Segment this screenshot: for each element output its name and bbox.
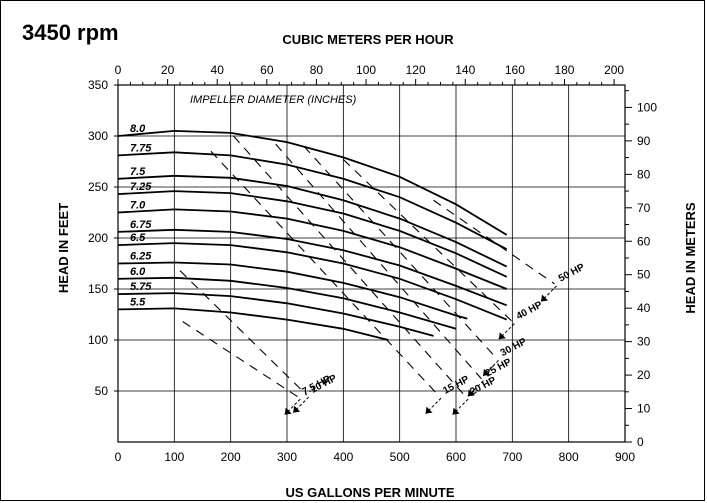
y2-tick-label: 70 [637, 201, 651, 215]
x2-tick-label: 160 [505, 63, 525, 77]
x-tick-label: 100 [164, 450, 184, 464]
curve-label: 5.5 [130, 296, 146, 308]
hp-line [433, 199, 555, 285]
impeller-curve [117, 151, 508, 250]
y2-tick-label: 100 [637, 100, 657, 114]
curve-label: 7.5 [130, 166, 146, 178]
impeller-curve [117, 292, 434, 337]
hp-label: 30 HP [499, 336, 529, 359]
y-tick-label: 200 [88, 231, 108, 245]
y2-tick-label: 0 [637, 435, 644, 449]
curve-label: 6.75 [130, 219, 152, 231]
y-tick-label: 250 [88, 180, 108, 194]
hp-arrow-line [452, 398, 469, 416]
x-tick-label: 600 [446, 450, 466, 464]
curve-label: 6.25 [130, 251, 152, 263]
x2-tick-label: 40 [211, 63, 225, 77]
bottom-axis-label: US GALLONS PER MINUTE [285, 485, 454, 500]
y-tick-label: 100 [88, 333, 108, 347]
x2-tick-label: 20 [161, 63, 175, 77]
hp-arrow-head [467, 389, 475, 397]
x2-tick-label: 180 [554, 63, 574, 77]
hp-arrow-line [482, 360, 499, 377]
chart-title: 3450 rpm [22, 20, 119, 45]
hp-arrow-head [483, 368, 491, 376]
curve-label: 6.5 [130, 232, 146, 244]
y2-tick-label: 90 [637, 134, 651, 148]
hp-arrow-line [498, 323, 515, 340]
hp-label: 25 HP [484, 356, 514, 379]
hp-arrow-head [498, 332, 506, 340]
x2-tick-label: 60 [260, 63, 274, 77]
x-tick-label: 0 [115, 450, 122, 464]
curve-label: 7.75 [130, 142, 152, 154]
x-tick-label: 500 [390, 450, 410, 464]
y-tick-label: 300 [88, 129, 108, 143]
hp-line [342, 159, 513, 323]
hp-line [179, 270, 308, 396]
x2-tick-label: 100 [356, 63, 376, 77]
y-tick-label: 150 [88, 282, 108, 296]
hp-arrow-line [540, 285, 557, 302]
impeller-curve [117, 228, 508, 307]
y-tick-label: 350 [88, 78, 108, 92]
impeller-diameter-note: IMPELLER DIAMETER (INCHES) [190, 94, 357, 106]
hp-arrow-line [425, 397, 442, 415]
impeller-curves: 8.0 7.75 7.5 7.25 7.0 6.756.5 6.25 6.0 5.75 5.5 [117, 123, 508, 341]
axes: 0 100 200 300 400 500 600 700 800 900501001502002… [88, 63, 657, 464]
y2-tick-label: 50 [637, 268, 651, 282]
x-tick-label: 300 [277, 450, 297, 464]
x2-tick-label: 140 [455, 63, 475, 77]
hp-arrow-head [425, 406, 433, 414]
hp-label: 50 HP [557, 262, 587, 285]
x-tick-label: 900 [615, 450, 635, 464]
y2-tick-label: 40 [637, 301, 651, 315]
x2-tick-label: 80 [310, 63, 324, 77]
curve-label: 7.0 [130, 200, 146, 212]
impeller-curve [117, 190, 508, 278]
curve-label: 6.0 [130, 266, 146, 278]
hp-arrow-line [292, 396, 310, 413]
impeller-curve [117, 307, 389, 341]
curve-label: 5.75 [130, 281, 152, 293]
hp-line [275, 143, 482, 380]
x-tick-label: 200 [221, 450, 241, 464]
hp-line [233, 135, 467, 398]
curve-label: 8.0 [130, 123, 146, 135]
y2-tick-label: 30 [637, 335, 651, 349]
impeller-curve [117, 129, 508, 236]
hp-arrow-line [467, 380, 484, 397]
impeller-curve [117, 261, 468, 320]
hp-arrow-head [293, 405, 301, 413]
y2-tick-label: 10 [637, 402, 651, 416]
impeller-curve [117, 208, 508, 290]
y2-tick-label: 20 [637, 368, 651, 382]
x2-tick-label: 200 [604, 63, 624, 77]
curve-label: 7.25 [130, 181, 152, 193]
top-axis-label: CUBIC METERS PER HOUR [282, 32, 454, 47]
hp-label: 40 HP [515, 299, 545, 322]
x-tick-label: 800 [559, 450, 579, 464]
hp-arrow-head [452, 407, 460, 415]
x2-tick-label: 0 [115, 63, 122, 77]
x2-tick-label: 120 [406, 63, 426, 77]
hp-arrow-head [284, 407, 292, 415]
y-tick-label: 50 [95, 384, 109, 398]
hp-arrow-head [541, 294, 549, 302]
hp-arrow-line [284, 398, 301, 416]
x-tick-label: 400 [333, 450, 353, 464]
right-axis-label: HEAD IN METERS [683, 202, 698, 314]
hp-line [210, 150, 440, 397]
impeller-curve [117, 242, 508, 321]
hp-line [182, 321, 299, 398]
y2-tick-label: 80 [637, 167, 651, 181]
impeller-curve [117, 276, 457, 330]
left-axis-label: HEAD IN FEET [56, 203, 71, 293]
x-tick-label: 700 [502, 450, 522, 464]
impeller-curve [117, 174, 508, 268]
y2-tick-label: 60 [637, 234, 651, 248]
